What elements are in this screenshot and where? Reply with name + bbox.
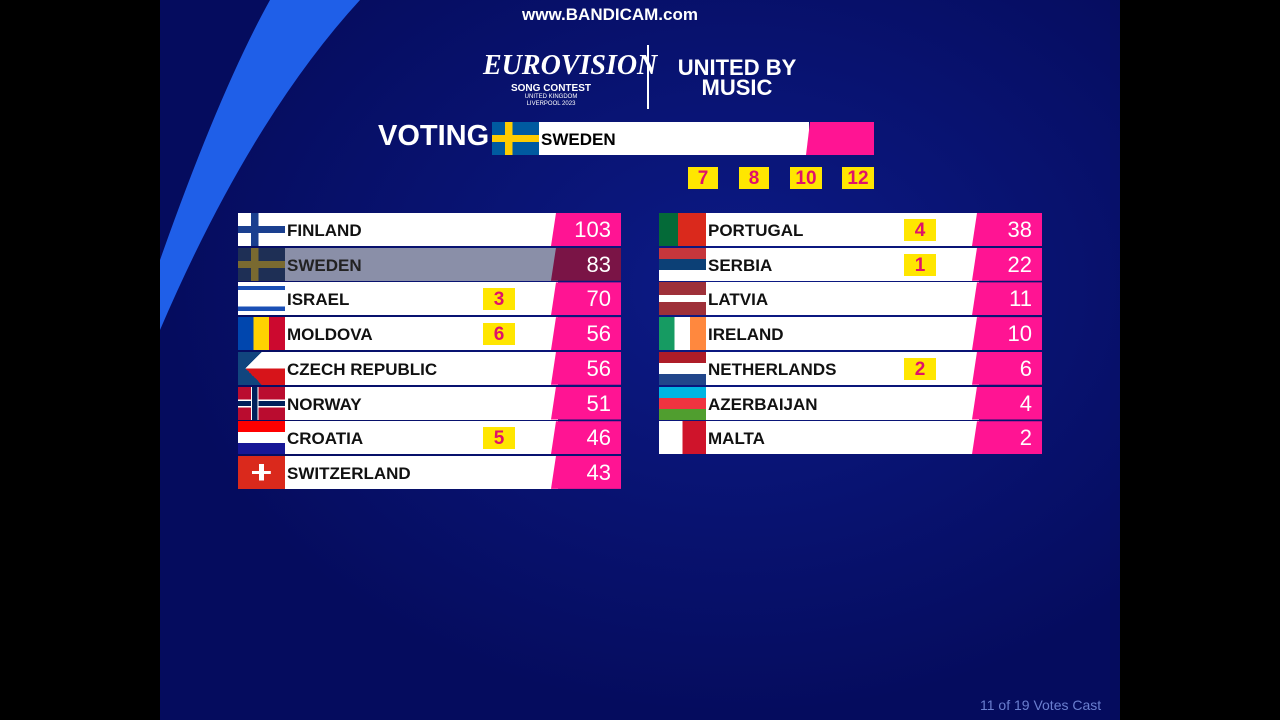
slogan-line: UNITED BY <box>677 55 797 80</box>
swoosh-shape <box>160 0 360 330</box>
total-score: 4 <box>972 386 1042 420</box>
slogan: UNITED BY MUSIC <box>672 55 802 100</box>
total-score: 43 <box>551 455 621 489</box>
points-awarded: 6 <box>483 323 515 346</box>
remaining-point: 8 <box>739 167 769 189</box>
points-awarded: 2 <box>904 357 936 380</box>
total-score: 2 <box>972 421 1042 455</box>
remaining-point: 7 <box>688 167 718 189</box>
flag <box>659 351 706 385</box>
logo-name: EUROVISION <box>483 50 658 81</box>
voting-country: SWEDEN <box>539 122 809 155</box>
flag <box>238 455 285 489</box>
score-row: NETHERLANDS 2 6 <box>659 351 1042 385</box>
country-name: MOLDOVA <box>285 317 558 351</box>
total-score: 38 <box>972 213 1042 246</box>
flag <box>238 421 285 455</box>
score-row: CZECH REPUBLIC 56 <box>238 351 621 385</box>
country-name: NORWAY <box>285 386 558 420</box>
total-score: 11 <box>972 282 1042 316</box>
country-name: AZERBAIJAN <box>706 386 979 420</box>
country-name: ISRAEL <box>285 282 558 316</box>
points-awarded: 4 <box>904 219 936 241</box>
country-name: LATVIA <box>706 282 979 316</box>
logo-line: SONG CONTEST <box>510 83 591 94</box>
score-row: MALTA 2 <box>659 421 1042 455</box>
remaining-point: 10 <box>790 167 822 189</box>
score-row: MOLDOVA 6 56 <box>238 317 621 351</box>
swoosh <box>160 0 360 330</box>
country-name: SWEDEN <box>285 247 558 281</box>
score-row: SWITZERLAND 43 <box>238 455 621 489</box>
country-name: CROATIA <box>285 421 558 455</box>
points-awarded: 5 <box>483 427 515 450</box>
total-score: 51 <box>551 386 621 420</box>
points-awarded: 1 <box>904 253 936 276</box>
score-row: SWEDEN 83 <box>238 247 621 281</box>
score-row: PORTUGAL 4 38 <box>659 213 1042 246</box>
flag <box>238 351 285 385</box>
country-name: CZECH REPUBLIC <box>285 351 558 385</box>
flag <box>238 247 285 281</box>
divider <box>647 45 649 109</box>
score-row: CROATIA 5 46 <box>238 421 621 455</box>
slogan-line: MUSIC <box>701 75 773 100</box>
score-row: AZERBAIJAN 4 <box>659 386 1042 420</box>
total-score: 83 <box>551 247 621 281</box>
flag <box>238 213 285 246</box>
voting-label: VOTING <box>378 120 490 152</box>
voting-bar-end <box>806 122 874 155</box>
flag <box>659 282 706 316</box>
total-score: 6 <box>972 351 1042 385</box>
score-row: FINLAND 103 <box>238 213 621 246</box>
score-row: SERBIA 1 22 <box>659 247 1042 281</box>
flag <box>659 421 706 455</box>
total-score: 10 <box>972 317 1042 351</box>
country-name: NETHERLANDS <box>706 351 979 385</box>
total-score: 70 <box>551 282 621 316</box>
total-score: 103 <box>551 213 621 246</box>
flag <box>238 317 285 351</box>
country-name: MALTA <box>706 421 979 455</box>
flag <box>659 317 706 351</box>
votes-cast: 11 of 19 Votes Cast <box>980 697 1102 713</box>
score-row: IRELAND 10 <box>659 317 1042 351</box>
total-score: 56 <box>551 317 621 351</box>
total-score: 46 <box>551 421 621 455</box>
score-row: ISRAEL 3 70 <box>238 282 621 316</box>
flag <box>659 247 706 281</box>
logo-line: UNITED KINGDOM <box>524 94 578 100</box>
flag <box>238 386 285 420</box>
country-name: PORTUGAL <box>706 213 979 246</box>
flag <box>659 213 706 246</box>
flag <box>659 386 706 420</box>
remaining-point: 12 <box>842 167 874 189</box>
total-score: 22 <box>972 247 1042 281</box>
country-name: FINLAND <box>285 213 558 246</box>
country-name: IRELAND <box>706 317 979 351</box>
watermark: www.BANDICAM.com <box>522 5 698 24</box>
logo-line: LIVERPOOL 2023 <box>526 101 576 107</box>
score-row: NORWAY 51 <box>238 386 621 420</box>
country-name: SWITZERLAND <box>285 455 558 489</box>
flag <box>238 282 285 316</box>
score-row: LATVIA 11 <box>659 282 1042 316</box>
voting-flag <box>492 122 539 155</box>
broadcast-frame: www.BANDICAM.com EUROVISION SONG CONTEST… <box>160 0 1120 720</box>
country-name: SERBIA <box>706 247 979 281</box>
points-awarded: 3 <box>483 288 515 311</box>
total-score: 56 <box>551 351 621 385</box>
